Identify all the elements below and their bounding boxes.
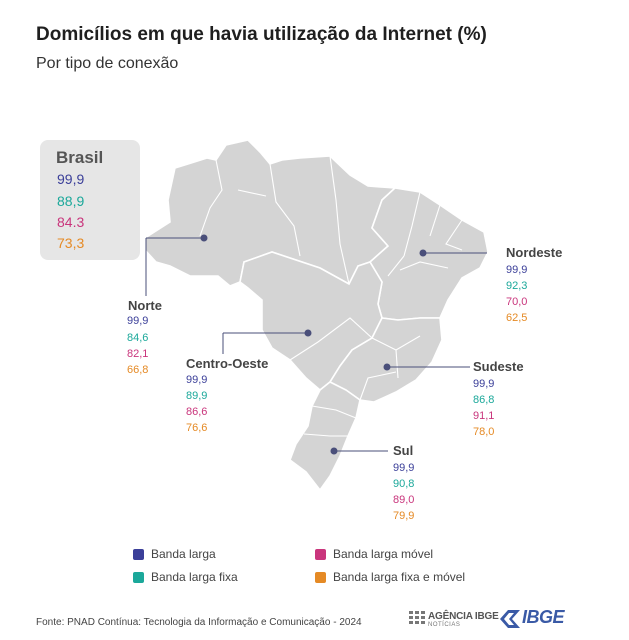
brasil-banda-larga-movel-value: 84.3	[57, 214, 85, 230]
marker-sudeste	[383, 363, 391, 371]
region-label-norte: Norte	[128, 298, 162, 313]
sudeste-banda-larga-fixa-e-movel-value: 78,0	[473, 426, 495, 438]
ibge-logo-icon	[500, 610, 520, 628]
norte-banda-larga-fixa-e-movel-value: 66,8	[127, 364, 149, 376]
sul-banda-larga-movel-value: 89,0	[393, 494, 415, 506]
legend-label-banda-larga: Banda larga	[151, 547, 216, 561]
centro-oeste-banda-larga-fixa-e-movel-value: 76,6	[186, 422, 208, 434]
marker-sul	[330, 447, 338, 455]
norte-banda-larga-fixa-value: 84,6	[127, 332, 149, 344]
region-label-sudeste: Sudeste	[473, 359, 524, 374]
region-label-sul: Sul	[393, 443, 414, 458]
brasil-banda-larga-fixa-e-movel-value: 73,3	[57, 235, 85, 251]
centro-oeste-banda-larga-fixa-value: 89,9	[186, 390, 208, 402]
agencia-noticias-text: NOTÍCIAS	[428, 622, 461, 628]
brasil-banda-larga-fixa-value: 88,9	[57, 193, 85, 209]
legend-swatch-banda-larga-fixa-e-movel	[315, 572, 326, 583]
centro-oeste-banda-larga-movel-value: 86,6	[186, 406, 208, 418]
sul-banda-larga-fixa-e-movel-value: 79,9	[393, 510, 415, 522]
legend-swatch-banda-larga-fixa	[133, 572, 144, 583]
sul-banda-larga-value: 99,9	[393, 462, 415, 474]
chart-subtitle: Por tipo de conexão	[36, 55, 179, 72]
sul-banda-larga-fixa-value: 90,8	[393, 478, 415, 490]
legend-swatch-banda-larga-movel	[315, 549, 326, 560]
sudeste-banda-larga-movel-value: 91,1	[473, 410, 495, 422]
chart-title: Domicílios em que havia utilização da In…	[36, 24, 487, 45]
norte-banda-larga-movel-value: 82,1	[127, 348, 149, 360]
norte-banda-larga-value: 99,9	[127, 315, 149, 327]
centro-oeste-banda-larga-value: 99,9	[186, 374, 208, 386]
state-borders	[199, 155, 463, 437]
brasil-label: Brasil	[56, 148, 104, 167]
ibge-logo-text: IBGE	[522, 607, 565, 627]
region-label-nordeste: Nordeste	[506, 245, 563, 260]
sudeste-banda-larga-value: 99,9	[473, 378, 495, 390]
sudeste-banda-larga-fixa-value: 86,8	[473, 394, 495, 406]
brasil-banda-larga-value: 99,9	[57, 171, 85, 187]
brasil-summary-box	[40, 140, 140, 260]
legend-label-banda-larga-fixa-e-movel: Banda larga fixa e móvel	[333, 570, 466, 584]
nordeste-banda-larga-value: 99,9	[506, 264, 528, 276]
region-label-centro-oeste: Centro-Oeste	[186, 356, 269, 371]
marker-centro-oeste	[304, 329, 312, 337]
agencia-ibge-logo-text: AGÊNCIA IBGE	[428, 611, 499, 622]
marker-norte	[200, 234, 208, 242]
legend-label-banda-larga-fixa: Banda larga fixa	[151, 570, 238, 584]
nordeste-banda-larga-fixa-value: 92,3	[506, 280, 528, 292]
nordeste-banda-larga-movel-value: 70,0	[506, 296, 528, 308]
source-note: Fonte: PNAD Contínua: Tecnologia da Info…	[36, 617, 362, 628]
nordeste-banda-larga-fixa-e-movel-value: 62,5	[506, 312, 528, 324]
marker-nordeste	[419, 249, 427, 257]
legend-swatch-banda-larga	[133, 549, 144, 560]
legend-label-banda-larga-movel: Banda larga móvel	[333, 547, 434, 561]
agencia-ibge-icon	[409, 611, 425, 624]
